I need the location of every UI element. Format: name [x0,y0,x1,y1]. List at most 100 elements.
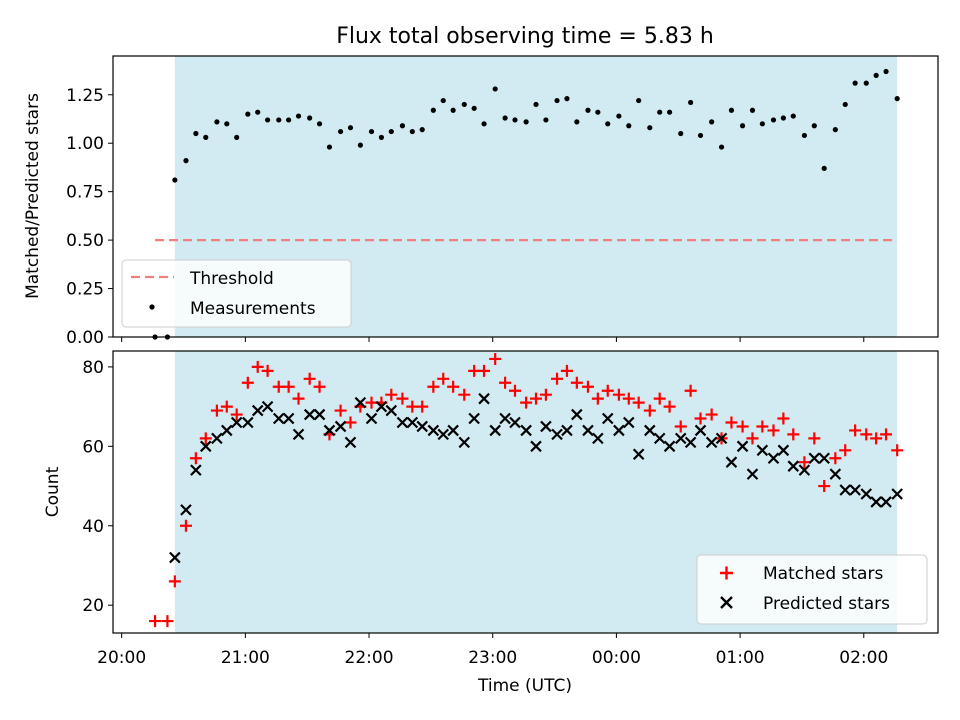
measurement-point [326,144,333,150]
predicted-star-point [468,412,480,425]
predicted-star-point [849,484,861,496]
predicted-star-point [375,400,388,413]
matched-star-point [880,428,893,441]
predicted-star-point [705,436,718,449]
matched-star-point [189,452,202,465]
y-tick-label: 40 [82,517,104,537]
predicted-star-point [396,416,409,429]
predicted-star-point [303,408,316,421]
predicted-star-point [880,496,892,508]
measurement-point [347,125,354,131]
matched-star-point [570,376,583,389]
predicted-star-point [323,424,336,437]
predicted-star-point [777,444,790,457]
measurement-point [883,68,889,75]
predicted-star-point [632,448,645,461]
matched-star-point [539,388,552,401]
measurement-point [894,96,900,102]
matched-star-point [860,428,873,441]
matched-star-point [230,408,243,421]
measurement-point [214,119,220,125]
predicted-star-point [344,436,357,449]
top-panel: 0.00 0.25 0.50 0.75 1.00 1.25 Matched/Predict… [23,55,939,348]
x-tick-label: 21:00 [221,648,270,668]
x-axis-label: Time (UTC) [477,676,572,696]
matched-star-point [149,615,162,628]
matched-star-point [241,376,254,389]
measurement-point [368,128,375,135]
predicted-star-point [561,424,573,437]
measurement-point [688,99,694,106]
matched-star-point [334,404,347,417]
measurement-point [852,80,858,86]
measurement-point [749,107,756,113]
matched-star-point [560,364,573,377]
predicted-stars-points [169,392,903,564]
predicted-star-point [663,440,676,453]
predicted-star-point [808,452,821,465]
predicted-star-point [478,392,490,405]
x-tick-label: 23:00 [468,648,517,668]
matched-star-point [303,372,316,385]
legend-matched-label: Matched stars [763,564,883,584]
predicted-star-point [385,404,398,417]
measurement-point [863,80,869,86]
predicted-star-point [582,424,594,437]
measurement-point [450,107,456,113]
measurement-point [399,123,406,129]
bottom-y-ticks: 20 40 60 80 [82,358,113,616]
predicted-star-point [292,428,305,441]
matched-star-point [756,420,769,433]
measurement-point [728,107,735,113]
predicted-star-point [530,440,542,453]
predicted-star-point [870,496,882,508]
bottom-legend: Matched stars Predicted stars [696,554,928,625]
matched-star-point [798,456,811,469]
bottom-legend-box [696,554,928,625]
predicted-star-point [242,416,254,429]
bottom-axes-frame [112,350,939,634]
measurement-point [718,144,725,150]
predicted-star-point [489,424,501,437]
measurement-point [626,123,632,129]
measurement-point [419,127,425,133]
predicted-star-point [829,468,842,480]
matched-star-point [220,400,233,413]
matched-star-point [674,420,687,433]
predicted-star-point [736,440,749,453]
matched-star-point [622,392,635,405]
predicted-star-point [354,396,367,409]
predicted-star-point [313,408,326,421]
predicted-star-point [684,436,697,449]
measurement-point [245,111,251,117]
measurement-point [481,121,487,127]
measurement-point [739,123,746,129]
measurement-point [265,117,271,123]
measurement-point [605,121,611,127]
predicted-star-point [551,428,563,441]
bottom-panel: 20 40 60 80 20:00 21:00 22:00 23:00 00:00 01:00 0… [43,350,939,696]
legend-measurements-swatch [149,304,155,310]
measurement-point [533,101,539,108]
measurement-point [647,125,653,131]
y-tick-label: 0.25 [66,280,104,300]
measurement-point [492,86,498,92]
legend-predicted-swatch [720,596,733,609]
matched-star-point [210,404,223,417]
predicted-star-point [674,432,687,445]
measurement-point [759,121,765,127]
top-x-ticks [121,337,865,342]
matched-star-point [643,404,656,417]
top-legend-box [121,259,352,328]
matched-star-point [478,364,491,377]
predicted-star-point [540,420,552,433]
measurement-point [461,101,467,108]
predicted-star-point [261,400,274,413]
legend-measurements-label: Measurements [190,299,316,319]
matched-star-point [736,420,749,433]
predicted-star-point [798,464,811,476]
measurement-point [409,128,415,135]
measurement-point [430,107,436,113]
measurement-point [842,101,848,108]
predicted-star-point [644,424,656,437]
